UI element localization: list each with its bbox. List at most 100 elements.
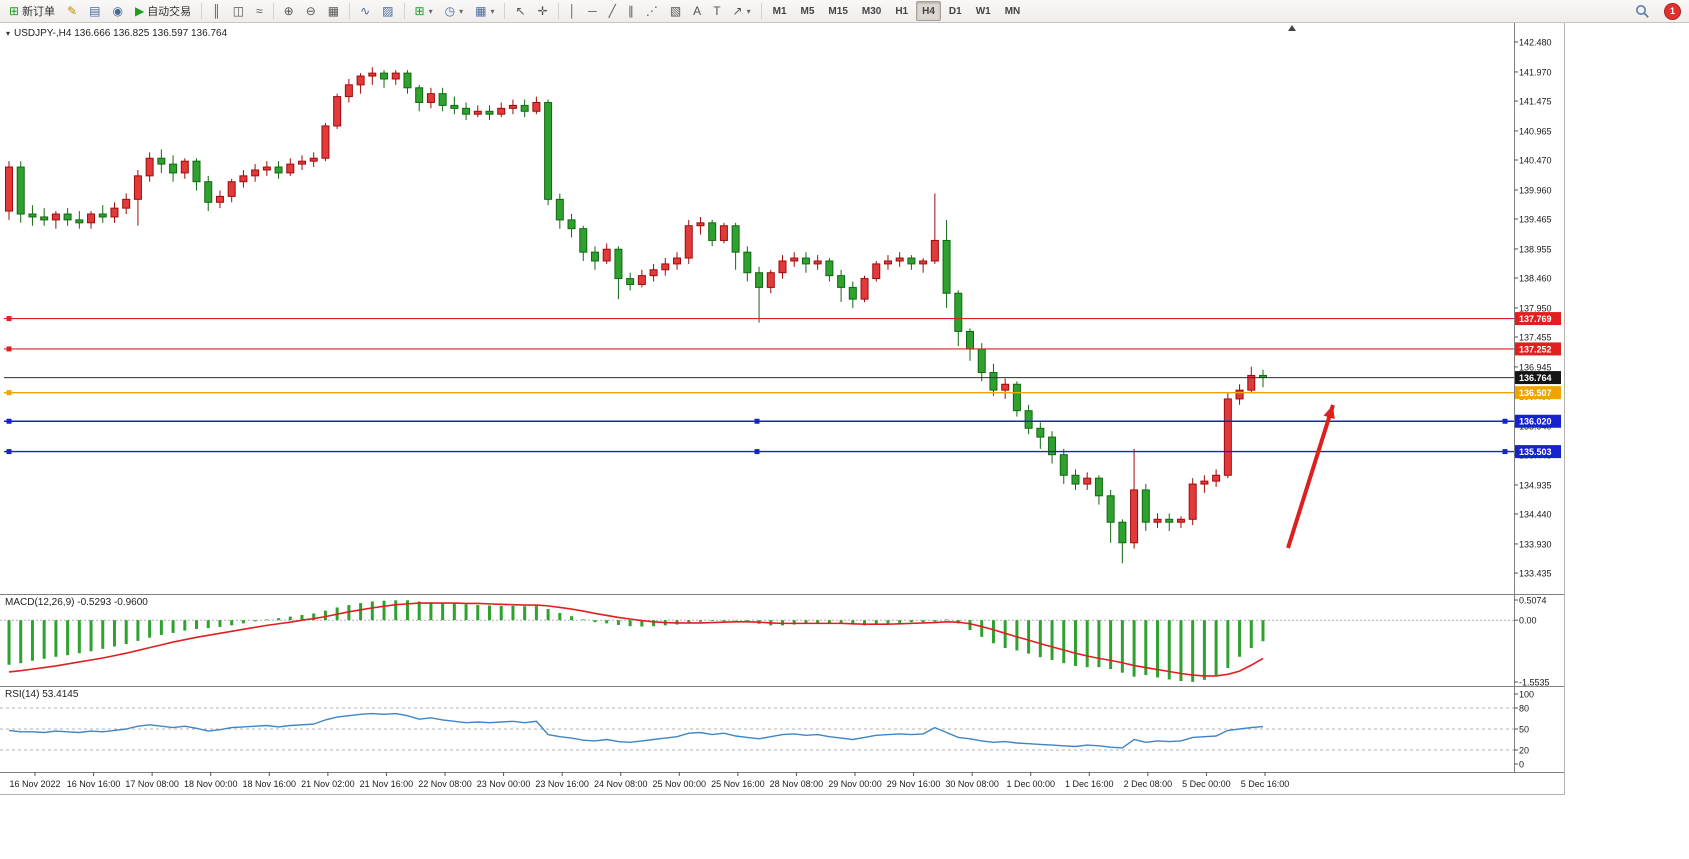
resistance-line-1-price-tag [1515, 312, 1561, 326]
timeframe-m30-button[interactable]: M30 [861, 5, 882, 17]
zoom-in-button[interactable]: ⊕ [279, 1, 299, 21]
search-icon [1636, 4, 1649, 18]
candle [497, 107, 506, 115]
data-window-button[interactable]: ▤ [84, 1, 105, 21]
fibonacci-tool-button[interactable]: ⋰ [641, 1, 663, 21]
macd-scale-label: 0.00 [1519, 616, 1537, 626]
candle [1118, 521, 1127, 544]
text-tool-button[interactable]: A [688, 1, 706, 21]
candle [1223, 398, 1232, 476]
period-selector-button[interactable]: ◷ ▾ [440, 1, 469, 21]
autotrading-icon: ▶ [134, 4, 145, 18]
trend-arrow[interactable] [1286, 404, 1335, 549]
candle [1176, 518, 1185, 523]
support-line-1-handle[interactable] [6, 418, 12, 424]
candle [251, 169, 260, 177]
support-line-2-handle[interactable] [754, 449, 760, 455]
crosshair-button[interactable]: ✛ [533, 1, 553, 21]
label-tool-button[interactable]: T [708, 1, 725, 21]
candlestick-chart-button[interactable]: ◫ [228, 1, 249, 21]
candle [637, 275, 646, 285]
timeframe-m1-button[interactable]: M1 [772, 5, 787, 17]
timeframe-h4-button[interactable]: H4 [916, 1, 941, 21]
add-indicator-button[interactable]: ⊞ ▾ [410, 1, 438, 21]
navigator-button[interactable]: ◉ [107, 1, 127, 21]
candle [977, 348, 986, 374]
candle [696, 222, 705, 227]
candle [778, 260, 787, 274]
candle [1212, 474, 1221, 482]
price-axis-label: 136.945 [1519, 362, 1552, 372]
trendline-tool-button[interactable]: ╱ [604, 1, 621, 21]
chart-shift-marker-icon[interactable] [1288, 25, 1296, 31]
notification-badge[interactable]: 1 [1664, 2, 1681, 20]
candle [1165, 518, 1174, 523]
candle [1106, 495, 1115, 523]
horizontal-line-tool-icon: ─ [588, 4, 597, 18]
resistance-line-1-handle[interactable] [6, 316, 12, 322]
toolbar-separator [504, 3, 506, 19]
rsi-panel[interactable]: 100 80 50 20 0 [0, 686, 1564, 772]
metaeditor-button[interactable]: ✎ [62, 1, 82, 21]
candle [684, 225, 693, 259]
objects-list-button[interactable]: ▨ [377, 1, 398, 21]
indicators-button[interactable]: ∿ [355, 1, 375, 21]
candle [426, 93, 435, 103]
line-chart-button[interactable]: ≈ [251, 1, 268, 21]
time-axis-label: 22 Nov 08:00 [418, 779, 472, 789]
timeframe-w1-button[interactable]: W1 [975, 5, 991, 17]
line-chart-icon: ≈ [256, 4, 263, 18]
timeframe-m15-button[interactable]: M15 [828, 5, 848, 17]
template-selector-button[interactable]: ▦ ▾ [470, 1, 499, 21]
candle [485, 110, 494, 115]
candle [215, 195, 224, 203]
timeframe-m5-button[interactable]: M5 [800, 5, 815, 17]
main-price-chart[interactable]: 142.480 141.970 141.475 140.965 140.470 139.9… [0, 22, 1564, 594]
trend-arrow-head [1323, 405, 1335, 420]
zoom-in-icon: ⊕ [283, 4, 294, 18]
fibonacci-tool-icon: ⋰ [645, 4, 658, 18]
vertical-line-tool-button[interactable]: │ [564, 1, 582, 21]
autotrading-button[interactable]: ▶ 自动交易 [130, 1, 196, 21]
candle [462, 107, 471, 115]
arrows-tool-button[interactable]: ↗ ▾ [728, 1, 756, 21]
time-axis-label: 30 Nov 08:00 [945, 779, 999, 789]
shapes-tool-button[interactable]: ▧ [665, 1, 686, 21]
macd-panel[interactable]: 0.5074 0.00 -1.5535 [0, 594, 1564, 686]
bar-chart-button[interactable]: ║ [207, 1, 226, 21]
candle [286, 163, 295, 174]
support-line-1-handle[interactable] [1502, 418, 1508, 424]
support-line-2-handle[interactable] [6, 449, 12, 455]
resistance-line-2-price-tag-label: 137.252 [1519, 344, 1552, 354]
candle [204, 181, 213, 203]
candle [673, 257, 682, 265]
pivot-line-handle[interactable] [6, 390, 12, 396]
candle [708, 222, 717, 241]
cursor-button[interactable]: ↖ [510, 1, 530, 21]
candle [602, 248, 611, 262]
horizontal-line-tool-button[interactable]: ─ [583, 1, 602, 21]
support-line-2-handle[interactable] [1502, 449, 1508, 455]
candle [1012, 383, 1021, 412]
toolbar-separator [201, 3, 203, 19]
candle [1024, 410, 1033, 429]
candle [368, 72, 377, 77]
channel-tool-button[interactable]: ∥ [623, 1, 639, 21]
objects-list-icon: ▨ [382, 4, 394, 18]
timeframe-h1-button[interactable]: H1 [895, 5, 909, 17]
resistance-line-2-handle[interactable] [6, 346, 12, 352]
candle [321, 125, 330, 159]
timeframe-d1-button[interactable]: D1 [948, 5, 962, 17]
new-order-button[interactable]: ⊞ 新订单 [4, 1, 60, 21]
zoom-out-button[interactable]: ⊖ [301, 1, 321, 21]
tile-windows-button[interactable]: ▦ [323, 1, 344, 21]
support-line-1-handle[interactable] [754, 418, 760, 424]
search-button[interactable] [1630, 1, 1655, 21]
candle [954, 292, 963, 332]
time-axis[interactable]: 16 Nov 2022 16 Nov 16:00 17 Nov 08:00 18 No… [0, 772, 1564, 794]
rsi-scale-label: 80 [1519, 704, 1529, 714]
candle [790, 257, 799, 262]
new-order-label: 新订单 [22, 6, 56, 18]
candle [731, 225, 740, 253]
timeframe-mn-button[interactable]: MN [1004, 5, 1021, 17]
